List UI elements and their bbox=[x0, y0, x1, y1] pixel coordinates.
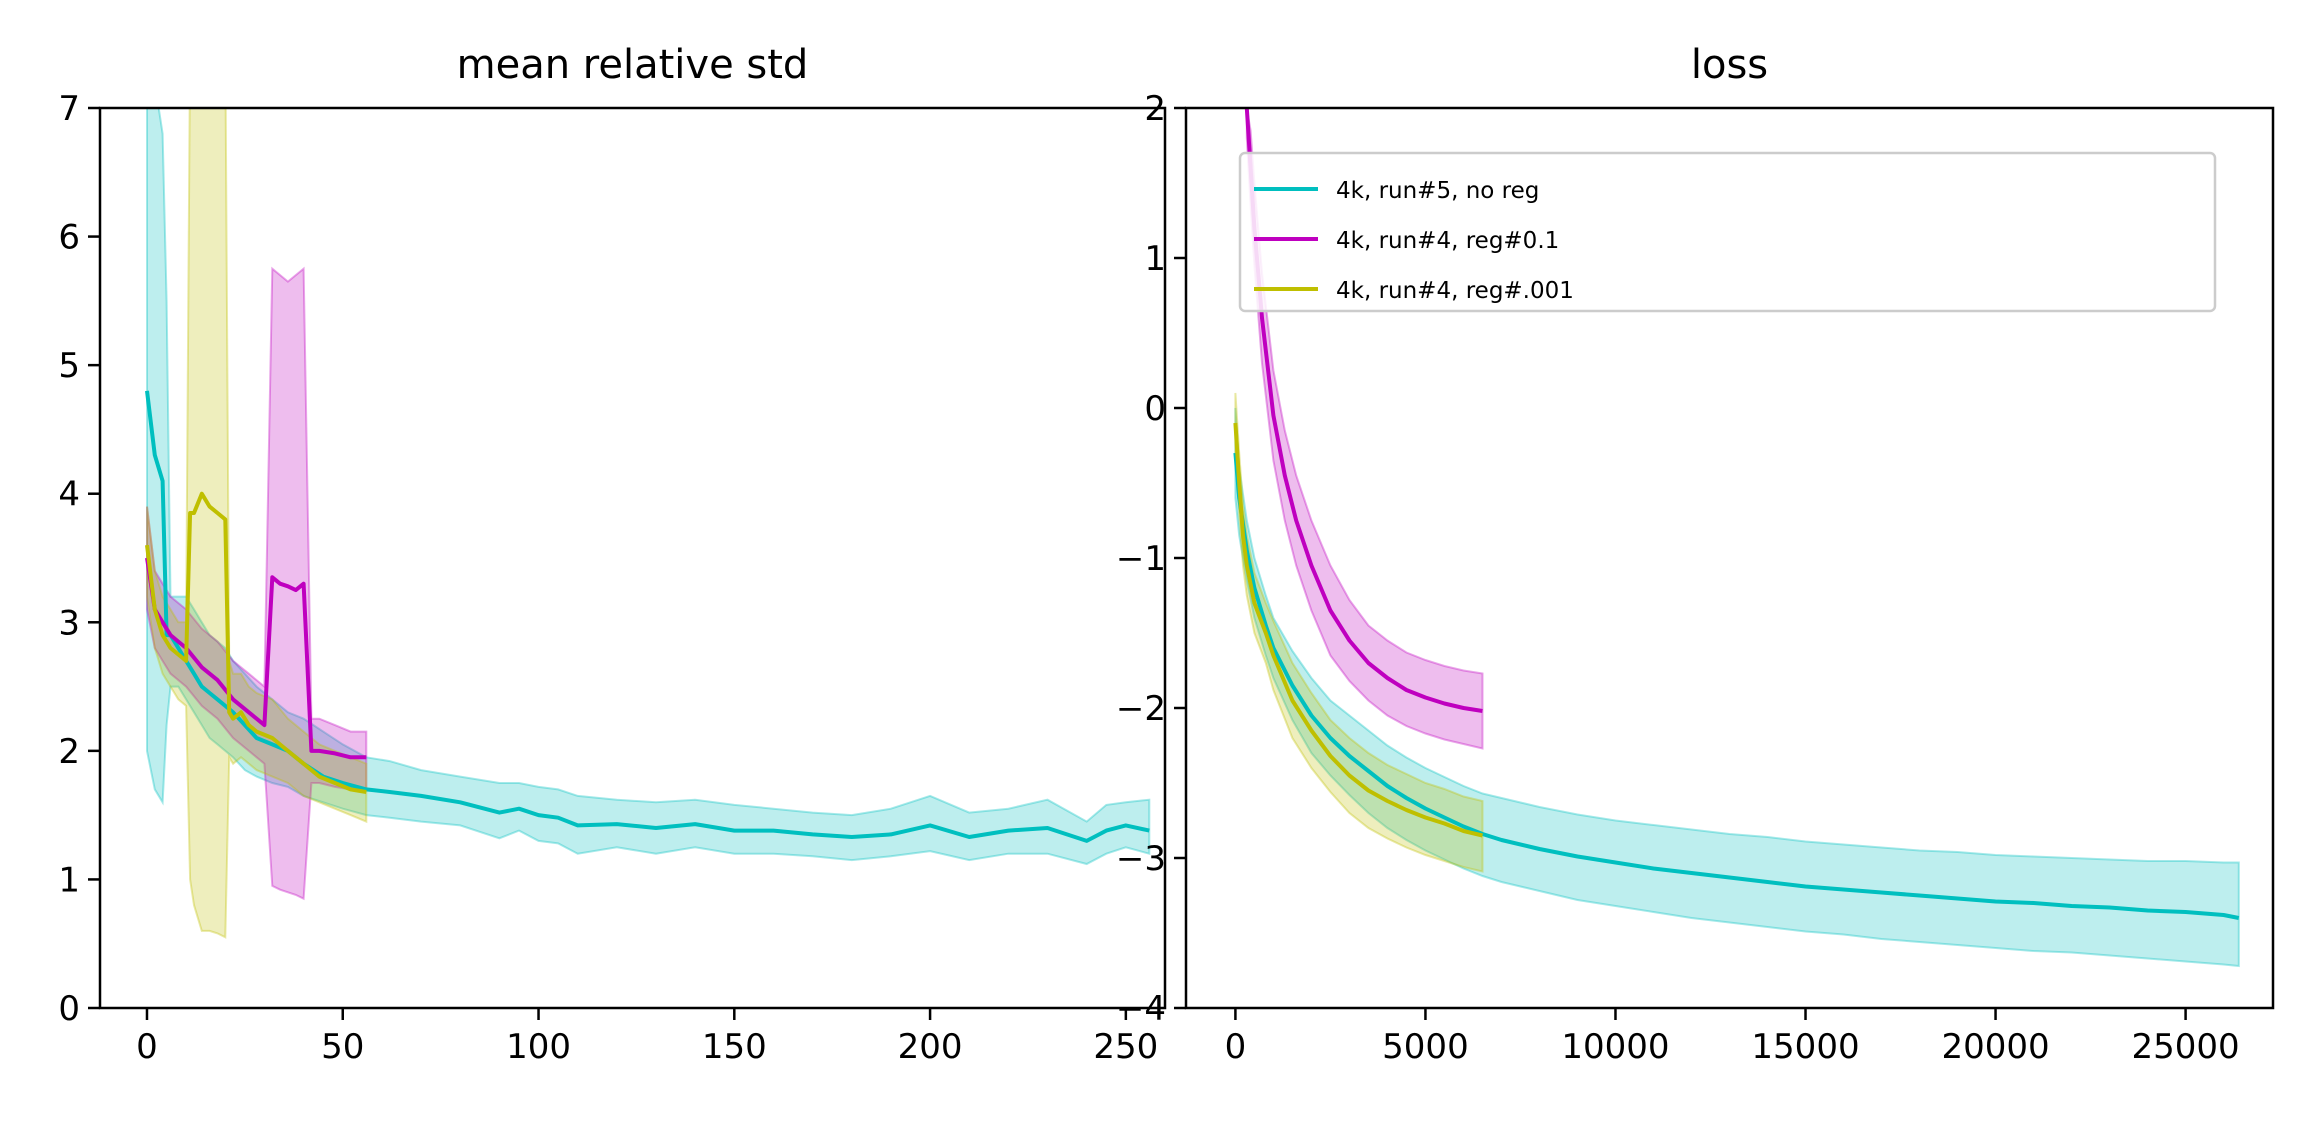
x-tick-label: 0 bbox=[136, 1027, 158, 1067]
x-tick-label: 250 bbox=[1093, 1027, 1158, 1067]
legend-box bbox=[1238, 151, 2217, 313]
band-4k-run-5-no-reg bbox=[146, 108, 1151, 866]
band-4k-run-4-reg-001 bbox=[146, 108, 368, 939]
series-line-4k-run-4-reg-0-1 bbox=[145, 557, 367, 760]
y-tick-label: 0 bbox=[58, 989, 80, 1029]
x-tick-label: 0 bbox=[1225, 1027, 1247, 1067]
y-tick-label: 5 bbox=[58, 346, 80, 386]
y-tick-label: 1 bbox=[1144, 239, 1166, 279]
y-tick-label: 7 bbox=[58, 89, 80, 129]
y-tick-label: 2 bbox=[58, 732, 80, 772]
y-tick-label: 2 bbox=[1144, 89, 1166, 129]
x-tick-label: 25000 bbox=[2131, 1027, 2239, 1067]
legend-label-4k-run-5-no-reg: 4k, run#5, no reg bbox=[1336, 178, 1539, 204]
series-line-4k-run-4-reg-001 bbox=[1233, 422, 1483, 838]
y-tick-label: 3 bbox=[58, 603, 80, 643]
x-tick-label: 20000 bbox=[1941, 1027, 2049, 1067]
y-tick-label: −4 bbox=[1116, 989, 1166, 1029]
y-tick-label: 4 bbox=[58, 475, 80, 515]
legend: 4k, run#5, no reg 4k, run#4, reg#0.1 4k, r… bbox=[1238, 151, 2217, 313]
y-tick-label: −2 bbox=[1116, 689, 1166, 729]
axes-frame bbox=[98, 106, 1167, 1010]
x-tick-label: 200 bbox=[898, 1027, 963, 1067]
y-tick-label: 6 bbox=[58, 218, 80, 258]
x-tick-label: 100 bbox=[506, 1027, 571, 1067]
series-line-4k-run-5-no-reg bbox=[1233, 452, 2240, 920]
series-line-4k-run-5-no-reg bbox=[145, 390, 1150, 843]
x-tick-label: 150 bbox=[702, 1027, 767, 1067]
chart-title: loss bbox=[1691, 42, 1768, 88]
x-tick-label: 15000 bbox=[1751, 1027, 1859, 1067]
y-tick-label: 0 bbox=[1144, 389, 1166, 429]
panel-loss: 0 5000 10000 15000 20000 25000 −4 −3 −2 −1 0 1 2 loss… bbox=[1116, 42, 2275, 1067]
chart-title: mean relative std bbox=[457, 42, 809, 88]
plot-area bbox=[145, 108, 1151, 939]
legend-label-4k-run-4-reg-001: 4k, run#4, reg#.001 bbox=[1336, 278, 1574, 304]
y-tick-label: −1 bbox=[1116, 539, 1166, 579]
x-tick-label: 5000 bbox=[1382, 1027, 1469, 1067]
series-line-4k-run-4-reg-001 bbox=[145, 491, 367, 794]
x-tick-label: 50 bbox=[321, 1027, 364, 1067]
x-tick-label: 10000 bbox=[1561, 1027, 1669, 1067]
y-tick-label: 1 bbox=[58, 860, 80, 900]
band-4k-run-4-reg-0-1 bbox=[1245, 108, 1484, 750]
legend-label-4k-run-4-reg-0-1: 4k, run#4, reg#0.1 bbox=[1336, 228, 1559, 254]
y-tick-label: −3 bbox=[1116, 839, 1166, 879]
band-4k-run-5-no-reg bbox=[1234, 407, 2240, 968]
panel-mean-relative-std: 0 50 100 150 200 250 0 1 2 3 4 5 6 7 mean relative std bbox=[58, 42, 1167, 1067]
